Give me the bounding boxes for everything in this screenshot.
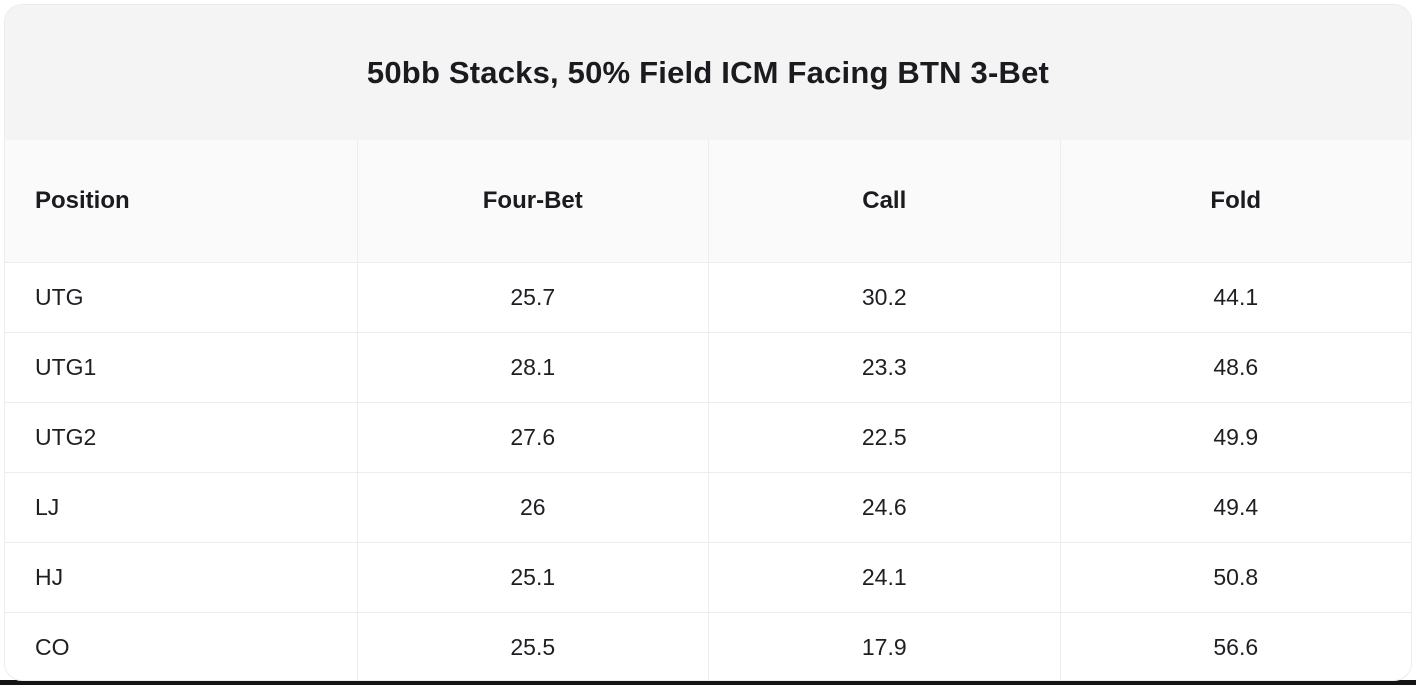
table-row-utg: UTG 25.7 30.2 44.1 (5, 262, 1411, 332)
cell-fold: 49.4 (1059, 473, 1412, 542)
cell-four-bet: 26 (356, 473, 709, 542)
cell-call: 30.2 (708, 263, 1060, 332)
cell-call: 22.5 (708, 403, 1060, 472)
table-title-band: 50bb Stacks, 50% Field ICM Facing BTN 3-… (5, 5, 1411, 140)
cell-call: 17.9 (708, 613, 1060, 680)
cell-fold: 49.9 (1059, 403, 1412, 472)
cell-call: 23.3 (708, 333, 1060, 402)
cell-fold: 50.8 (1059, 543, 1412, 612)
cell-call: 24.1 (708, 543, 1060, 612)
cell-four-bet: 25.1 (356, 543, 709, 612)
cell-fold: 56.6 (1059, 613, 1412, 680)
cell-four-bet: 25.7 (356, 263, 709, 332)
table-title: 50bb Stacks, 50% Field ICM Facing BTN 3-… (366, 54, 1050, 90)
cell-position: UTG1 (35, 354, 97, 380)
cell-four-bet: 28.1 (356, 333, 709, 402)
header-cell-fold: Fold (1059, 140, 1412, 262)
cell-position: HJ (35, 564, 64, 590)
strategy-table-card: 50bb Stacks, 50% Field ICM Facing BTN 3-… (4, 4, 1412, 681)
cell-fold: 44.1 (1059, 263, 1412, 332)
header-cell-four-bet: Four-Bet (356, 140, 709, 262)
cell-position: CO (35, 634, 70, 660)
table-row-lj: LJ 26 24.6 49.4 (5, 472, 1411, 542)
cell-four-bet: 25.5 (356, 613, 709, 680)
table-row-utg2: UTG2 27.6 22.5 49.9 (5, 402, 1411, 472)
header-cell-call: Call (708, 140, 1060, 262)
table-row-hj: HJ 25.1 24.1 50.8 (5, 542, 1411, 612)
table-row-co: CO 25.5 17.9 56.6 (5, 612, 1412, 680)
bottom-dark-edge (0, 680, 1416, 685)
cell-fold: 48.6 (1059, 333, 1412, 402)
table-header-row: Position Four-Bet Call Fold (5, 140, 1411, 262)
table-row-utg1: UTG1 28.1 23.3 48.6 (5, 332, 1411, 402)
cell-position: UTG2 (35, 424, 97, 450)
header-cell-position: Position (35, 187, 130, 214)
cell-position: LJ (35, 494, 60, 520)
cell-call: 24.6 (708, 473, 1060, 542)
cell-four-bet: 27.6 (356, 403, 709, 472)
cell-position: UTG (35, 284, 84, 310)
